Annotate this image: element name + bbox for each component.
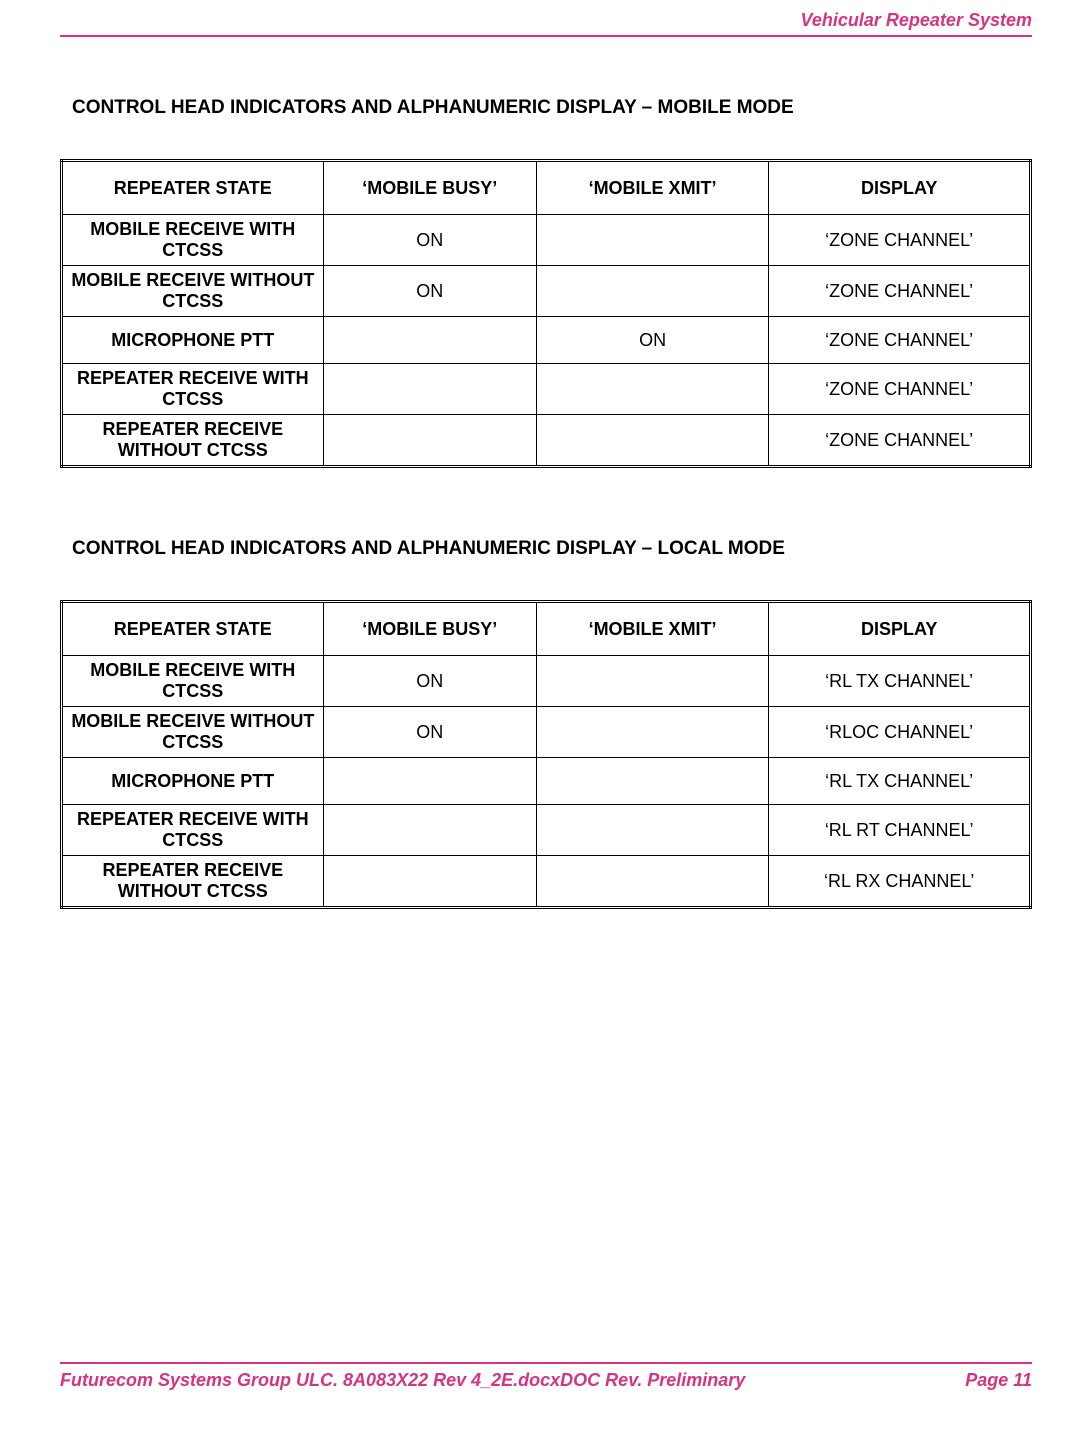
- col-header-state: REPEATER STATE: [62, 161, 324, 215]
- table-row: MICROPHONE PTT ‘RL TX CHANNEL’: [62, 758, 1031, 805]
- cell-busy: [323, 805, 536, 856]
- cell-xmit: [536, 364, 769, 415]
- cell-busy: ON: [323, 266, 536, 317]
- cell-busy: [323, 364, 536, 415]
- table-row: REPEATER RECEIVE WITHOUT CTCSS ‘RL RX CH…: [62, 856, 1031, 908]
- cell-display: ‘ZONE CHANNEL’: [769, 364, 1031, 415]
- cell-state: MICROPHONE PTT: [62, 758, 324, 805]
- cell-state: REPEATER RECEIVE WITHOUT CTCSS: [62, 415, 324, 467]
- table-row: REPEATER RECEIVE WITH CTCSS ‘ZONE CHANNE…: [62, 364, 1031, 415]
- cell-display: ‘RL RT CHANNEL’: [769, 805, 1031, 856]
- page-footer: Futurecom Systems Group ULC. 8A083X22 Re…: [60, 1362, 1032, 1391]
- cell-xmit: [536, 266, 769, 317]
- cell-state: MOBILE RECEIVE WITHOUT CTCSS: [62, 707, 324, 758]
- cell-busy: [323, 856, 536, 908]
- footer-rule: [60, 1362, 1032, 1364]
- cell-xmit: ON: [536, 317, 769, 364]
- col-header-xmit: ‘MOBILE XMIT’: [536, 602, 769, 656]
- table-row: REPEATER RECEIVE WITHOUT CTCSS ‘ZONE CHA…: [62, 415, 1031, 467]
- header-title: Vehicular Repeater System: [60, 0, 1032, 35]
- cell-state: MOBILE RECEIVE WITH CTCSS: [62, 215, 324, 266]
- col-header-busy: ‘MOBILE BUSY’: [323, 161, 536, 215]
- cell-xmit: [536, 415, 769, 467]
- cell-display: ‘ZONE CHANNEL’: [769, 266, 1031, 317]
- cell-busy: [323, 758, 536, 805]
- table-header-row: REPEATER STATE ‘MOBILE BUSY’ ‘MOBILE XMI…: [62, 161, 1031, 215]
- table-local-mode: REPEATER STATE ‘MOBILE BUSY’ ‘MOBILE XMI…: [60, 600, 1032, 909]
- table-row: MOBILE RECEIVE WITH CTCSS ON ‘ZONE CHANN…: [62, 215, 1031, 266]
- table-row: REPEATER RECEIVE WITH CTCSS ‘RL RT CHANN…: [62, 805, 1031, 856]
- cell-xmit: [536, 215, 769, 266]
- footer-left: Futurecom Systems Group ULC. 8A083X22 Re…: [60, 1370, 745, 1391]
- cell-display: ‘RLOC CHANNEL’: [769, 707, 1031, 758]
- table-header-row: REPEATER STATE ‘MOBILE BUSY’ ‘MOBILE XMI…: [62, 602, 1031, 656]
- cell-state: REPEATER RECEIVE WITHOUT CTCSS: [62, 856, 324, 908]
- cell-busy: ON: [323, 656, 536, 707]
- cell-xmit: [536, 656, 769, 707]
- col-header-busy: ‘MOBILE BUSY’: [323, 602, 536, 656]
- cell-display: ‘ZONE CHANNEL’: [769, 415, 1031, 467]
- cell-state: MOBILE RECEIVE WITHOUT CTCSS: [62, 266, 324, 317]
- cell-xmit: [536, 805, 769, 856]
- table-row: MOBILE RECEIVE WITHOUT CTCSS ON ‘RLOC CH…: [62, 707, 1031, 758]
- header-rule: [60, 35, 1032, 37]
- cell-display: ‘RL TX CHANNEL’: [769, 656, 1031, 707]
- cell-state: MOBILE RECEIVE WITH CTCSS: [62, 656, 324, 707]
- cell-xmit: [536, 707, 769, 758]
- cell-state: MICROPHONE PTT: [62, 317, 324, 364]
- cell-xmit: [536, 856, 769, 908]
- section2-title: CONTROL HEAD INDICATORS AND ALPHANUMERIC…: [72, 538, 1032, 560]
- cell-display: ‘RL RX CHANNEL’: [769, 856, 1031, 908]
- table-row: MICROPHONE PTT ON ‘ZONE CHANNEL’: [62, 317, 1031, 364]
- cell-busy: ON: [323, 707, 536, 758]
- cell-xmit: [536, 758, 769, 805]
- cell-display: ‘ZONE CHANNEL’: [769, 215, 1031, 266]
- section1-title: CONTROL HEAD INDICATORS AND ALPHANUMERIC…: [72, 97, 1032, 119]
- cell-display: ‘RL TX CHANNEL’: [769, 758, 1031, 805]
- col-header-xmit: ‘MOBILE XMIT’: [536, 161, 769, 215]
- cell-state: REPEATER RECEIVE WITH CTCSS: [62, 364, 324, 415]
- cell-busy: [323, 317, 536, 364]
- table-row: MOBILE RECEIVE WITHOUT CTCSS ON ‘ZONE CH…: [62, 266, 1031, 317]
- cell-busy: ON: [323, 215, 536, 266]
- col-header-display: DISPLAY: [769, 602, 1031, 656]
- footer-right: Page 11: [965, 1370, 1032, 1391]
- col-header-state: REPEATER STATE: [62, 602, 324, 656]
- col-header-display: DISPLAY: [769, 161, 1031, 215]
- table-row: MOBILE RECEIVE WITH CTCSS ON ‘RL TX CHAN…: [62, 656, 1031, 707]
- cell-state: REPEATER RECEIVE WITH CTCSS: [62, 805, 324, 856]
- cell-busy: [323, 415, 536, 467]
- table-mobile-mode: REPEATER STATE ‘MOBILE BUSY’ ‘MOBILE XMI…: [60, 159, 1032, 468]
- cell-display: ‘ZONE CHANNEL’: [769, 317, 1031, 364]
